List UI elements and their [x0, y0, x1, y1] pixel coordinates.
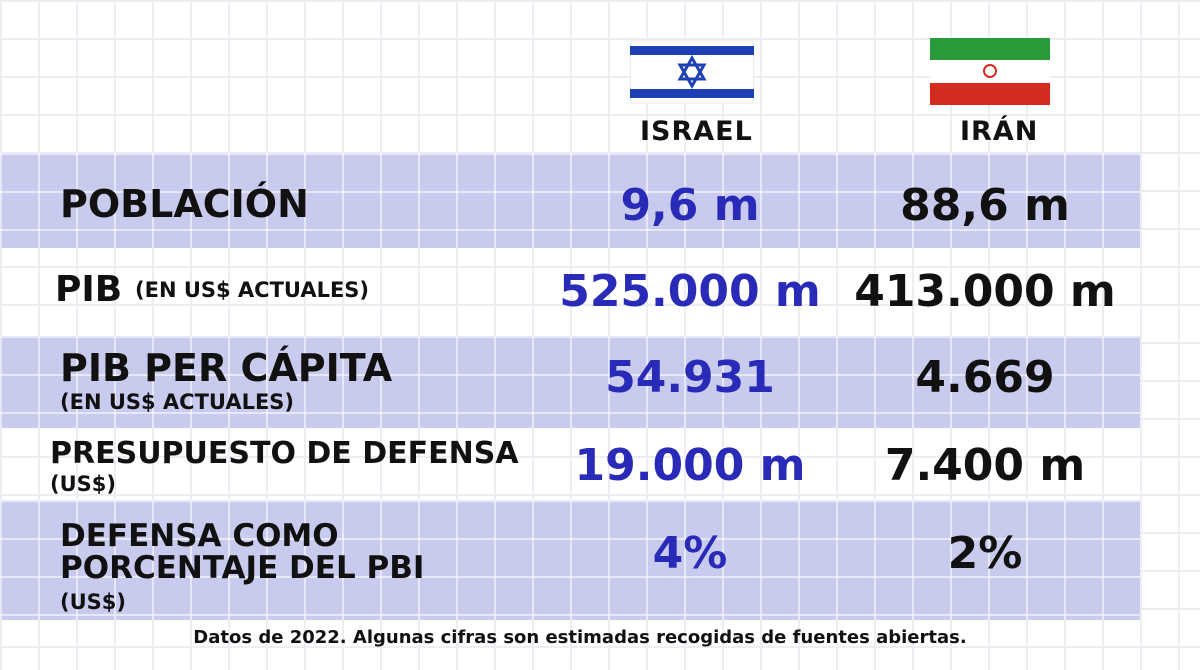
iran-value: 4.669	[915, 352, 1055, 403]
israel-flag	[630, 40, 754, 104]
row-label: PRESUPUESTO DE DEFENSA	[50, 436, 519, 471]
israel-value: 9,6 m	[620, 180, 760, 231]
row-label: POBLACIÓN	[60, 182, 309, 226]
footnote: Datos de 2022. Algunas cifras son estima…	[193, 627, 967, 648]
row-band	[0, 336, 1140, 428]
row-sublabel: (EN US$ ACTUALES)	[60, 390, 295, 414]
israel-value: 54.931	[605, 352, 775, 403]
israel-value: 525.000 m	[559, 266, 821, 317]
iran-value: 7.400 m	[884, 440, 1086, 491]
row-sublabel: (US$)	[50, 472, 116, 496]
row-label: DEFENSA COMO	[60, 518, 339, 554]
iran-value: 2%	[947, 528, 1023, 579]
israel-value: 19.000 m	[574, 440, 806, 491]
row-sublabel: (US$)	[60, 590, 126, 614]
iran-flag	[930, 38, 1050, 105]
row-label: PIB PER CÁPITA	[60, 346, 393, 390]
row-sublabel: (EN US$ ACTUALES)	[135, 278, 370, 302]
row-band	[0, 153, 1140, 248]
iran-value: 413.000 m	[854, 266, 1116, 317]
column-header: ISRAEL	[640, 116, 753, 147]
iran-value: 88,6 m	[900, 180, 1070, 231]
column-header: IRÁN	[960, 116, 1039, 147]
row-band	[0, 500, 1140, 620]
row-label: PORCENTAJE DEL PBI	[60, 550, 425, 586]
israel-value: 4%	[652, 528, 728, 579]
row-label: PIB	[55, 269, 123, 310]
